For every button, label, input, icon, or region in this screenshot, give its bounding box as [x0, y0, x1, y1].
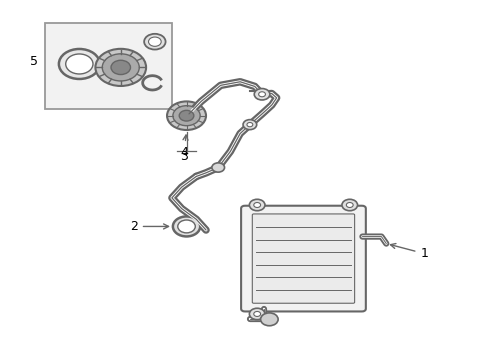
Circle shape	[261, 313, 278, 326]
Circle shape	[254, 311, 261, 316]
Circle shape	[254, 89, 270, 100]
Circle shape	[96, 49, 146, 86]
Circle shape	[249, 199, 265, 211]
Circle shape	[259, 92, 266, 97]
Text: 4: 4	[180, 135, 188, 159]
Circle shape	[178, 220, 196, 233]
FancyBboxPatch shape	[252, 214, 355, 303]
FancyBboxPatch shape	[241, 206, 366, 311]
Circle shape	[212, 163, 224, 172]
Circle shape	[173, 216, 200, 237]
Text: 1: 1	[391, 244, 428, 260]
Circle shape	[144, 34, 166, 50]
Bar	[45, 23, 172, 109]
Text: 2: 2	[130, 220, 169, 233]
Circle shape	[346, 203, 353, 207]
Circle shape	[148, 37, 161, 46]
Circle shape	[111, 60, 130, 75]
Circle shape	[247, 122, 253, 127]
Circle shape	[179, 111, 194, 121]
Circle shape	[59, 49, 100, 79]
Circle shape	[66, 54, 93, 74]
Circle shape	[249, 308, 265, 320]
Text: 5: 5	[30, 55, 38, 68]
Circle shape	[173, 106, 200, 126]
Circle shape	[243, 120, 257, 130]
Circle shape	[254, 203, 261, 207]
Text: 3: 3	[180, 150, 188, 163]
Circle shape	[342, 199, 358, 211]
Circle shape	[102, 54, 139, 81]
Circle shape	[167, 102, 206, 130]
